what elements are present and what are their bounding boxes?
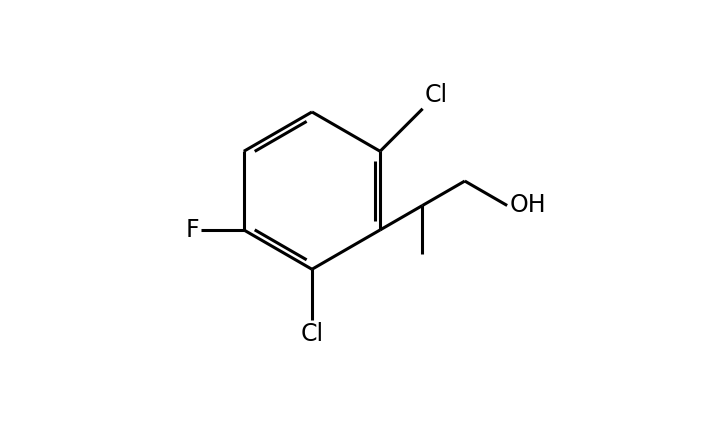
Text: F: F — [186, 218, 199, 242]
Text: Cl: Cl — [301, 322, 324, 346]
Text: OH: OH — [509, 193, 546, 217]
Text: Cl: Cl — [425, 83, 448, 107]
